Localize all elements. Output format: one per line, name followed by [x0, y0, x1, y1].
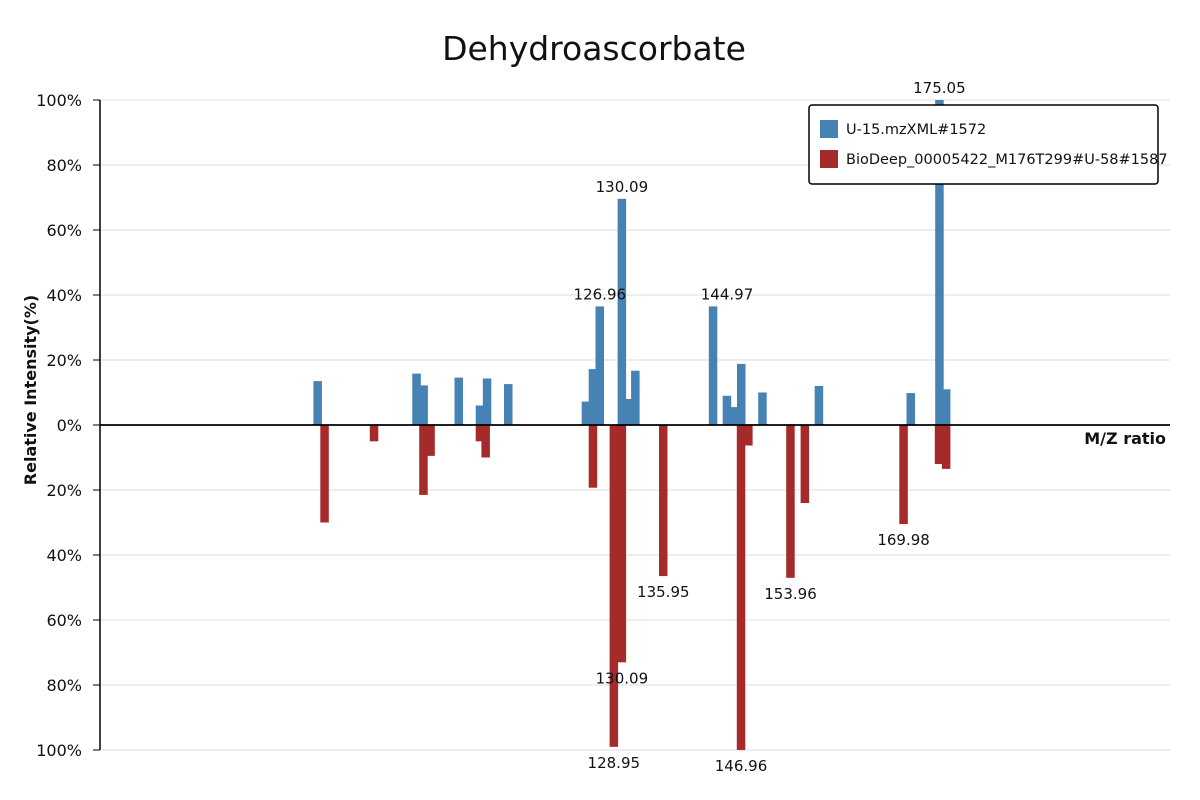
reference-peak-label: 146.96 [715, 757, 768, 775]
query-peak-bar [617, 198, 627, 425]
query-peak-bar [412, 373, 421, 425]
legend-swatch-query [820, 120, 838, 138]
y-axis-label: Relative Intensity(%) [21, 295, 40, 485]
y-tick-label: 60% [46, 611, 82, 630]
y-tick-label: 100% [36, 91, 82, 110]
reference-peak-bar [659, 425, 668, 577]
reference-peak-bar [786, 425, 795, 578]
query-peak-bar [588, 369, 598, 425]
reference-peak-bar [419, 425, 428, 495]
reference-peak-bar [320, 425, 329, 523]
query-peak-bar [504, 384, 513, 426]
reference-peak-bar [934, 425, 944, 464]
query-peak-bar [758, 392, 767, 425]
y-tick-label: 40% [46, 286, 82, 305]
query-peak-bar [454, 377, 463, 425]
reference-peak-bar [941, 425, 951, 469]
query-peak-bar [475, 405, 485, 425]
y-tick-label: 60% [46, 221, 82, 240]
query-peak-label: 144.97 [701, 285, 754, 303]
reference-peak-bar [369, 425, 379, 442]
legend-label-query: U-15.mzXML#1572 [846, 122, 986, 138]
query-peak-bar [737, 363, 746, 425]
reference-peak-bar [800, 425, 810, 503]
y-tick-label: 20% [46, 481, 82, 500]
query-peak-bar [906, 393, 915, 425]
reference-peak-bar [588, 425, 598, 488]
y-tick-label: 100% [36, 741, 82, 760]
reference-peak-bar [481, 425, 490, 458]
query-peak-bar [595, 306, 604, 425]
legend-swatch-reference [820, 150, 838, 168]
y-tick-label: 0% [57, 416, 82, 435]
query-peak-bar [419, 385, 428, 425]
grid-lines [100, 99, 1170, 751]
query-peak-label: 130.09 [596, 178, 649, 196]
y-tick-label: 40% [46, 546, 82, 565]
legend-label-reference: BioDeep_00005422_M176T299#U-58#1587 [846, 152, 1168, 168]
query-peak-label: 175.05 [913, 79, 966, 97]
reference-peak-label: 128.95 [588, 754, 641, 772]
axes [99, 100, 1170, 750]
query-peak-bar [624, 399, 633, 425]
peak-labels: 175.05 130.09 126.96 144.97 169.98 135.95 153.… [574, 79, 966, 775]
y-tick-label: 80% [46, 676, 82, 695]
reference-peak-bar [426, 425, 435, 456]
y-tick-labels: 100% 80% 60% 40% 20% 0% 20% 40% 60% 80% 100% [36, 91, 100, 760]
query-peak-bar [722, 395, 732, 426]
reference-peak-label: 130.09 [596, 669, 649, 687]
query-peak-bar [941, 389, 951, 426]
spectrum-bars [313, 100, 951, 750]
reference-peak-bar [475, 425, 485, 442]
reference-peak-bar [744, 425, 753, 446]
reference-peak-bar [736, 425, 746, 750]
query-peak-bar [814, 386, 824, 425]
reference-peak-bar [609, 425, 619, 747]
query-peak-bar [631, 370, 640, 425]
reference-peak-label: 169.98 [877, 531, 930, 549]
reference-peak-bar [617, 425, 627, 663]
legend-box [808, 104, 1159, 185]
y-tick-label: 20% [46, 351, 82, 370]
query-peak-bar [482, 378, 492, 425]
reference-peak-label: 135.95 [637, 583, 690, 601]
reference-peak-label: 153.96 [764, 585, 817, 603]
x-axis-label: M/Z ratio [1084, 429, 1166, 448]
chart-title: Dehydroascorbate [442, 29, 746, 68]
query-peak-bar [730, 407, 739, 425]
y-tick-label: 80% [46, 156, 82, 175]
query-peak-bar [708, 306, 718, 425]
reference-peak-bar [899, 425, 908, 525]
query-peak-bar [581, 401, 591, 425]
query-peak-label: 126.96 [574, 285, 627, 303]
query-peak-bar [313, 381, 322, 425]
query-peak-bar [935, 100, 944, 425]
legend: U-15.mzXML#1572 BioDeep_00005422_M176T29… [808, 104, 1168, 185]
